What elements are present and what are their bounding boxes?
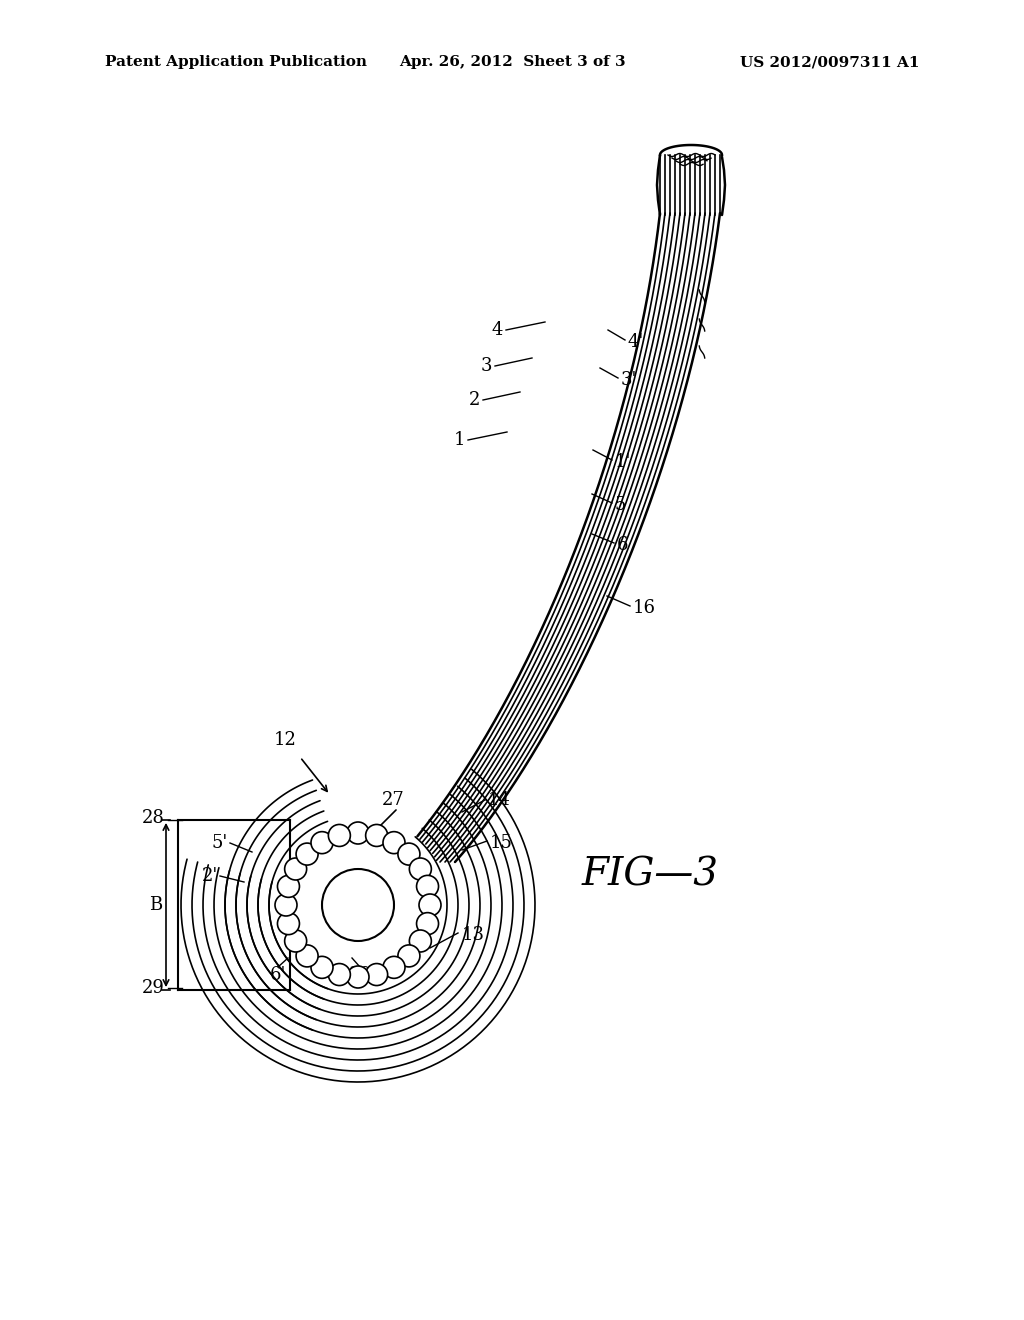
Circle shape [285, 931, 306, 952]
Text: 3: 3 [480, 356, 492, 375]
Circle shape [410, 931, 431, 952]
Circle shape [398, 945, 420, 968]
Circle shape [398, 843, 420, 865]
Text: US 2012/0097311 A1: US 2012/0097311 A1 [740, 55, 920, 69]
Circle shape [329, 825, 350, 846]
Circle shape [347, 966, 369, 987]
Text: 14: 14 [488, 791, 511, 809]
Text: Apr. 26, 2012  Sheet 3 of 3: Apr. 26, 2012 Sheet 3 of 3 [398, 55, 626, 69]
Text: 16: 16 [633, 599, 656, 616]
Circle shape [311, 957, 333, 978]
Circle shape [383, 957, 406, 978]
Circle shape [278, 912, 299, 935]
Text: 4': 4' [628, 333, 644, 351]
Circle shape [278, 875, 299, 898]
Circle shape [347, 822, 369, 843]
Text: 6': 6' [269, 966, 286, 983]
Circle shape [419, 894, 441, 916]
Text: FIG—3: FIG—3 [582, 857, 719, 894]
Circle shape [322, 869, 394, 941]
Text: 1': 1' [615, 453, 632, 471]
Text: 15: 15 [490, 834, 513, 851]
Text: 5: 5 [615, 496, 627, 513]
Text: 12: 12 [273, 731, 296, 748]
Circle shape [410, 858, 431, 880]
Circle shape [285, 858, 306, 880]
Circle shape [329, 964, 350, 986]
Text: B: B [150, 896, 163, 913]
Text: 4: 4 [492, 321, 503, 339]
Text: Patent Application Publication: Patent Application Publication [105, 55, 367, 69]
Text: 27: 27 [382, 791, 406, 809]
Text: 3': 3' [621, 371, 637, 389]
Circle shape [296, 945, 318, 968]
Circle shape [383, 832, 406, 854]
Text: 29: 29 [142, 979, 165, 997]
Circle shape [275, 894, 297, 916]
Text: 1: 1 [454, 432, 465, 449]
Circle shape [417, 875, 438, 898]
Text: 28: 28 [142, 809, 165, 828]
Circle shape [296, 843, 318, 865]
Circle shape [311, 832, 333, 854]
Circle shape [366, 964, 388, 986]
Text: 2: 2 [469, 391, 480, 409]
Text: 6: 6 [617, 536, 629, 554]
Text: 13: 13 [462, 927, 485, 944]
Text: 30: 30 [348, 966, 372, 983]
Circle shape [366, 825, 388, 846]
Circle shape [417, 912, 438, 935]
Text: 2': 2' [202, 867, 218, 884]
Text: 5': 5' [212, 834, 228, 851]
